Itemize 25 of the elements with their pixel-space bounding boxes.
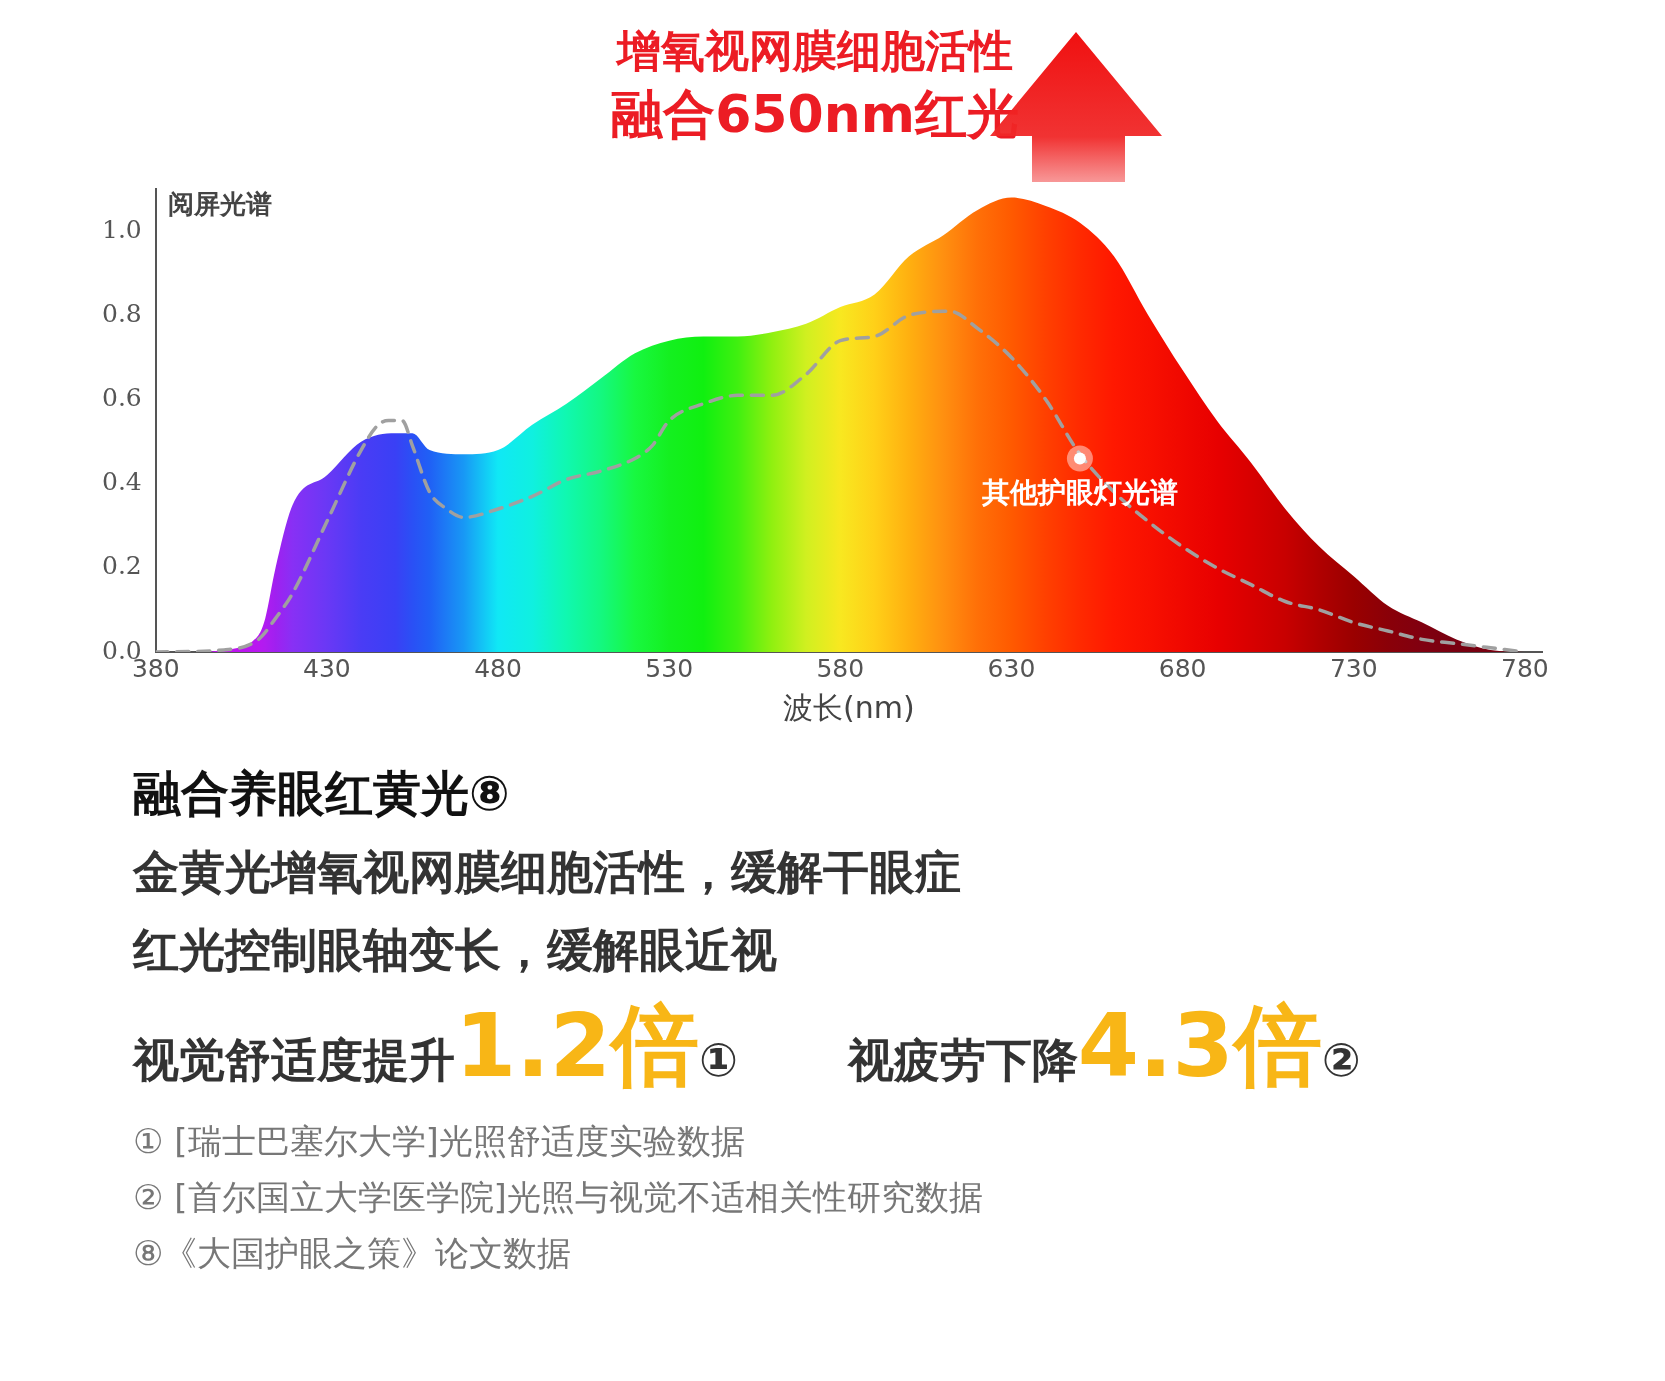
text: 视疲劳下降4.3倍② — [847, 994, 1361, 1097]
x-tick-label: 580 — [816, 653, 865, 683]
y-tick-label: 1.0 — [101, 214, 142, 244]
text: 金黄光增氧视网膜细胞活性，缓解干眼症 — [133, 844, 962, 901]
text: 融合养眼红黄光⑧ — [133, 764, 511, 823]
chart-title: 增氧视网膜细胞活性 — [615, 24, 1013, 76]
text: 红光控制眼轴变长，缓解眼近视 — [133, 922, 778, 979]
x-tick-label: 530 — [645, 653, 694, 683]
y-tick-label: 0.4 — [101, 467, 142, 497]
y-tick-label: 0.6 — [101, 383, 142, 413]
y-tick-label: 0.2 — [101, 551, 142, 581]
y-tick-label: 0.8 — [101, 298, 142, 328]
x-tick-label: 480 — [474, 653, 522, 683]
text: 视觉舒适度提升1.2倍① — [133, 994, 738, 1097]
text: ⑧《大国护眼之策》论文数据 — [133, 1231, 573, 1275]
x-tick-label: 680 — [1158, 653, 1207, 683]
text: ① [瑞士巴塞尔大学]光照舒适度实验数据 — [133, 1119, 746, 1163]
x-tick-label: 780 — [1501, 653, 1549, 683]
text: ② [首尔国立大学医学院]光照与视觉不适相关性研究数据 — [133, 1175, 984, 1219]
text: 阅屏光谱 — [167, 188, 272, 219]
x-tick-label: 630 — [987, 653, 1036, 683]
x-axis-title: 波长(nm) — [783, 689, 915, 725]
x-tick-label: 430 — [303, 653, 351, 683]
annotation: 其他护眼灯光谱 — [980, 475, 1178, 509]
x-tick-label: 730 — [1329, 653, 1378, 683]
